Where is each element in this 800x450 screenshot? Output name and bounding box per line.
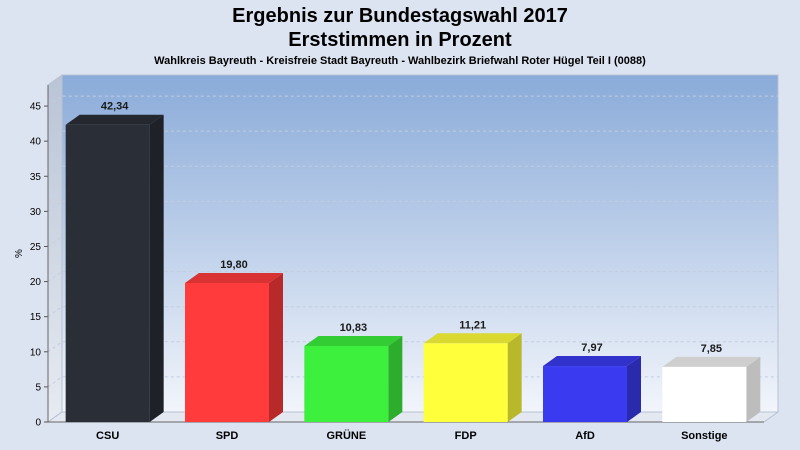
bar-side-face <box>269 272 283 422</box>
bar-side-face <box>507 333 522 422</box>
bar-value-label: 42,34 <box>101 101 129 113</box>
x-tick-label: CSU <box>96 430 119 442</box>
bar-front-face <box>662 366 747 422</box>
y-tick-label: 40 <box>30 137 42 148</box>
chart-title-line2: Erststimmen in Prozent <box>288 29 512 51</box>
bar-side-face <box>149 114 164 422</box>
y-tick-label: 0 <box>35 418 41 429</box>
gridline <box>47 341 778 353</box>
y-tick-label: 15 <box>30 312 42 323</box>
bar-csu <box>65 114 164 422</box>
bar-front-face <box>304 345 389 422</box>
y-tick-label: 35 <box>30 172 42 183</box>
bar-spd <box>185 272 283 422</box>
gridline <box>47 271 778 282</box>
bar-value-label: 11,21 <box>459 319 486 331</box>
gridline <box>47 235 778 247</box>
y-tick-label: 5 <box>35 382 41 393</box>
y-tick-label: 30 <box>30 207 42 218</box>
y-tick-label: 45 <box>30 102 42 113</box>
gridline <box>47 95 778 107</box>
x-tick-label: Sonstige <box>681 430 727 442</box>
bar-front-face <box>185 282 269 422</box>
bar-front-face <box>423 343 508 422</box>
bar-side-face <box>388 335 403 422</box>
bar-top-face <box>543 356 641 367</box>
gridline <box>47 306 778 318</box>
y-tick-label: 10 <box>30 347 42 358</box>
bar-top-face <box>662 356 761 367</box>
gridline <box>47 376 778 388</box>
chart-title: Ergebnis zur Bundestagswahl 2017 <box>232 5 568 27</box>
bar-side-face <box>627 356 641 422</box>
y-axis-label: % <box>14 249 25 258</box>
bar-grüne <box>304 335 403 422</box>
x-tick-label: GRÜNE <box>326 429 366 442</box>
bar-value-label: 7,85 <box>701 343 722 355</box>
gridline <box>47 200 778 212</box>
bar-side-face <box>746 356 761 422</box>
x-tick-label: SPD <box>216 430 239 442</box>
bar-value-label: 19,80 <box>220 259 248 271</box>
x-tick-label: FDP <box>455 430 477 442</box>
bar-top-face <box>304 335 403 346</box>
bar-afd <box>543 356 641 422</box>
bar-top-face <box>65 114 164 125</box>
y-tick-label: 20 <box>30 277 42 288</box>
bar-value-label: 7,97 <box>581 342 602 354</box>
bar-top-face <box>423 333 522 344</box>
y-tick-label: 25 <box>30 242 42 253</box>
plot-side-wall <box>47 74 63 423</box>
bar-front-face <box>543 366 627 422</box>
bar-fdp <box>423 333 522 422</box>
x-tick-label: AfD <box>575 430 595 442</box>
gridline <box>47 165 778 177</box>
bar-front-face <box>65 124 150 422</box>
chart-subtitle: Wahlkreis Bayreuth - Kreisfreie Stadt Ba… <box>154 55 646 67</box>
bar-top-face <box>185 272 283 283</box>
bar-value-label: 10,83 <box>340 322 368 334</box>
gridline <box>47 130 778 142</box>
bar-sonstige <box>662 356 761 422</box>
